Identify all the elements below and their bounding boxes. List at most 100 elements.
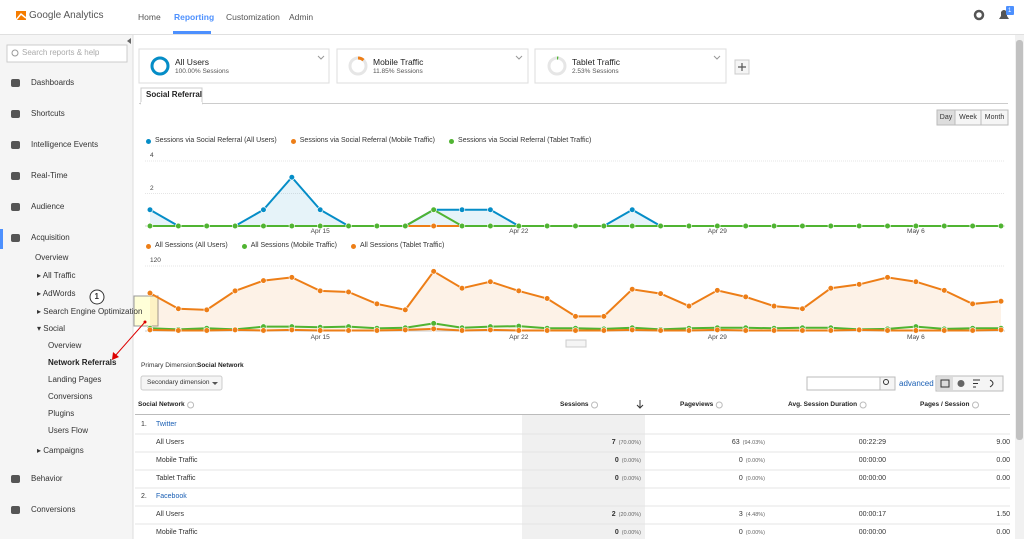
- nav-item[interactable]: Reporting: [174, 12, 215, 22]
- grid-view-icon: [940, 379, 950, 388]
- submenu-item[interactable]: Plugins: [48, 409, 75, 418]
- point: [827, 222, 834, 230]
- chart-toggle[interactable]: [565, 339, 587, 348]
- submenu-item[interactable]: ▸ Campaigns: [37, 446, 84, 455]
- menu-item[interactable]: Audience: [31, 202, 65, 211]
- menu-item[interactable]: Acquisition: [31, 233, 70, 242]
- point: [685, 302, 693, 310]
- segment-card[interactable]: [534, 48, 727, 84]
- point: [657, 222, 664, 230]
- cell: 0 (0.00%): [615, 455, 641, 467]
- submenu-item[interactable]: ▸ AdWords: [37, 289, 76, 298]
- point: [458, 285, 466, 292]
- submenu-item[interactable]: Conversions: [48, 392, 93, 401]
- menu-item[interactable]: Dashboards: [31, 78, 75, 87]
- settings-icon[interactable]: [973, 9, 985, 21]
- point: [770, 222, 778, 230]
- submenu-item[interactable]: ▸ All Traffic: [37, 271, 76, 280]
- submenu-item[interactable]: Network Referrals: [48, 358, 117, 367]
- point: [799, 222, 806, 230]
- point: [175, 327, 182, 334]
- submenu-item[interactable]: Overview: [48, 341, 82, 350]
- segment-card[interactable]: [138, 48, 330, 84]
- point: [572, 313, 579, 320]
- x-tick-label: Apr 22: [509, 334, 529, 341]
- column-header[interactable]: Sessions: [560, 401, 589, 408]
- group-name[interactable]: Facebook: [156, 493, 187, 500]
- point: [714, 287, 721, 294]
- cell-value: 2: [611, 511, 616, 518]
- cell-value: 0: [738, 475, 743, 482]
- point: [997, 298, 1005, 305]
- interval-label[interactable]: Week: [959, 114, 977, 121]
- submenu-item[interactable]: Users Flow: [48, 426, 89, 435]
- cell-percent: (0.00%): [621, 458, 641, 464]
- x-tick-label: Apr 29: [707, 334, 727, 341]
- menu-item[interactable]: Real-Time: [31, 171, 68, 180]
- group-index: 2.: [141, 493, 147, 500]
- point: [373, 222, 381, 230]
- point: [969, 300, 976, 308]
- annotation-label: 1: [94, 292, 99, 301]
- column-header[interactable]: Social Network: [138, 401, 185, 408]
- collapse-icon[interactable]: [127, 38, 131, 44]
- menu-item[interactable]: Shortcuts: [31, 109, 65, 118]
- point: [288, 222, 295, 230]
- point: [146, 206, 154, 213]
- menu-icon: [11, 475, 20, 483]
- search-box[interactable]: [6, 44, 128, 63]
- menu-item[interactable]: Conversions: [31, 505, 76, 514]
- point: [912, 222, 920, 230]
- point: [884, 327, 891, 334]
- submenu-item[interactable]: ▸ Search Engine Optimization: [37, 307, 143, 316]
- cell-value: 0: [738, 457, 743, 464]
- point: [430, 325, 437, 332]
- menu-icon: [11, 506, 20, 514]
- point: [997, 222, 1005, 230]
- nav-item[interactable]: Admin: [289, 12, 314, 22]
- legend-dot: [241, 243, 247, 249]
- point: [657, 290, 664, 297]
- point: [685, 222, 693, 230]
- badge: [1006, 6, 1014, 15]
- column-header[interactable]: Avg. Session Duration: [788, 401, 858, 408]
- nav-item[interactable]: Home: [138, 12, 161, 22]
- cell-value: 0: [738, 529, 743, 536]
- group-name[interactable]: Twitter: [156, 421, 177, 428]
- dropdown-arrow: [212, 382, 218, 385]
- compare-view-icon: [989, 379, 994, 388]
- sort-arrow[interactable]: [636, 400, 644, 409]
- point: [515, 222, 522, 230]
- interval-label[interactable]: Day: [939, 114, 953, 121]
- point: [373, 327, 381, 334]
- group-index: 1.: [141, 421, 147, 428]
- point: [260, 327, 267, 334]
- cell: 63 (94.03%): [732, 437, 765, 449]
- point: [770, 302, 778, 310]
- segment-name: Tablet Traffic: [572, 57, 621, 67]
- submenu-item[interactable]: Overview: [35, 253, 69, 262]
- search-icon: [883, 379, 889, 385]
- column-header[interactable]: Pageviews: [680, 401, 714, 408]
- column-header[interactable]: Pages / Session: [920, 401, 970, 408]
- segment-detail: 2.53% Sessions: [572, 68, 619, 75]
- point: [629, 326, 636, 334]
- cell-value: 7: [611, 439, 616, 446]
- point: [260, 222, 267, 230]
- segment-card[interactable]: [336, 48, 529, 84]
- scroll-thumb[interactable]: [1016, 40, 1023, 440]
- nav-item[interactable]: Customization: [226, 12, 280, 22]
- submenu-item[interactable]: Landing Pages: [48, 375, 102, 384]
- point: [941, 327, 948, 334]
- menu-item[interactable]: Behavior: [31, 474, 63, 483]
- legend-item: Sessions via Social Referral (Tablet Tra…: [449, 135, 591, 147]
- advanced-link[interactable]: advanced: [899, 379, 934, 388]
- secondary-dimension-button[interactable]: [140, 375, 223, 391]
- point: [600, 327, 607, 334]
- point: [799, 305, 806, 312]
- submenu-item[interactable]: ▾ Social: [37, 324, 66, 333]
- interval-label[interactable]: Month: [984, 114, 1005, 121]
- point: [203, 222, 210, 230]
- menu-item[interactable]: Intelligence Events: [31, 140, 99, 149]
